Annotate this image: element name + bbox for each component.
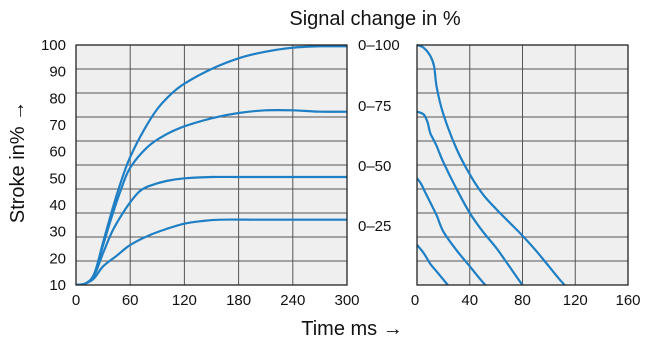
y-tick-label: 10: [49, 277, 66, 294]
y-tick-label: 30: [49, 224, 66, 241]
x-tick-label: 60: [122, 292, 139, 309]
left-series-line-1: [76, 108, 347, 285]
series-labels: 0–100 0–75 0–50 0–25: [358, 37, 400, 235]
y-tick-label: 60: [49, 144, 66, 161]
series-label-0-50: 0–50: [358, 158, 391, 175]
y-tick-label: 20: [49, 250, 66, 267]
y-axis-label: Stroke in% →: [7, 101, 29, 223]
x-axis-label: Time ms →: [301, 318, 402, 340]
left-x-tick-labels: 0 60 120 180 240 300: [72, 292, 360, 309]
left-plot-frame: [75, 44, 348, 286]
right-series-lines: [417, 43, 567, 285]
x-tick-label: 80: [514, 292, 531, 309]
x-tick-label: 240: [280, 292, 305, 309]
right-series-line-0: [417, 43, 567, 285]
left-series-lines: [76, 45, 347, 285]
right-plot: 0 40 80 120 160: [411, 43, 641, 309]
right-series-line-3: [417, 243, 450, 285]
y-tick-label: 40: [49, 197, 66, 214]
x-tick-label: 0: [411, 292, 419, 309]
x-tick-label: 0: [72, 292, 80, 309]
left-grid: [76, 45, 347, 285]
series-label-0-100: 0–100: [358, 37, 400, 54]
right-plot-frame: [416, 44, 629, 286]
y-tick-label: 70: [49, 117, 66, 134]
y-tick-label: 90: [49, 64, 66, 81]
right-x-tick-labels: 0 40 80 120 160: [411, 292, 641, 309]
x-tick-label: 120: [563, 292, 588, 309]
y-tick-label: 50: [49, 170, 66, 187]
x-tick-label: 180: [226, 292, 251, 309]
x-tick-label: 40: [461, 292, 478, 309]
right-series-line-2: [417, 177, 487, 285]
x-tick-label: 160: [615, 292, 640, 309]
series-label-0-25: 0–25: [358, 218, 391, 235]
left-y-tick-labels: 10 20 30 40 50 60 70 80 90 100: [41, 37, 66, 294]
left-series-line-2: [76, 175, 347, 285]
y-tick-label: 100: [41, 37, 66, 54]
y-tick-label: 80: [49, 90, 66, 107]
right-series-line-1: [417, 110, 524, 285]
left-plot: 0 60 120 180 240 300 10 20 30 40 50 60 70 80 90 100: [41, 37, 360, 309]
series-label-0-75: 0–75: [358, 98, 391, 115]
left-series-line-3: [76, 218, 347, 285]
chart-title: Signal change in %: [289, 8, 460, 30]
x-tick-label: 120: [172, 292, 197, 309]
x-tick-label: 300: [334, 292, 359, 309]
